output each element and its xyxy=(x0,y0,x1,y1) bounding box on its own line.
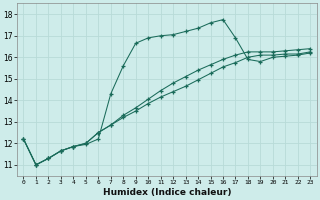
X-axis label: Humidex (Indice chaleur): Humidex (Indice chaleur) xyxy=(103,188,231,197)
